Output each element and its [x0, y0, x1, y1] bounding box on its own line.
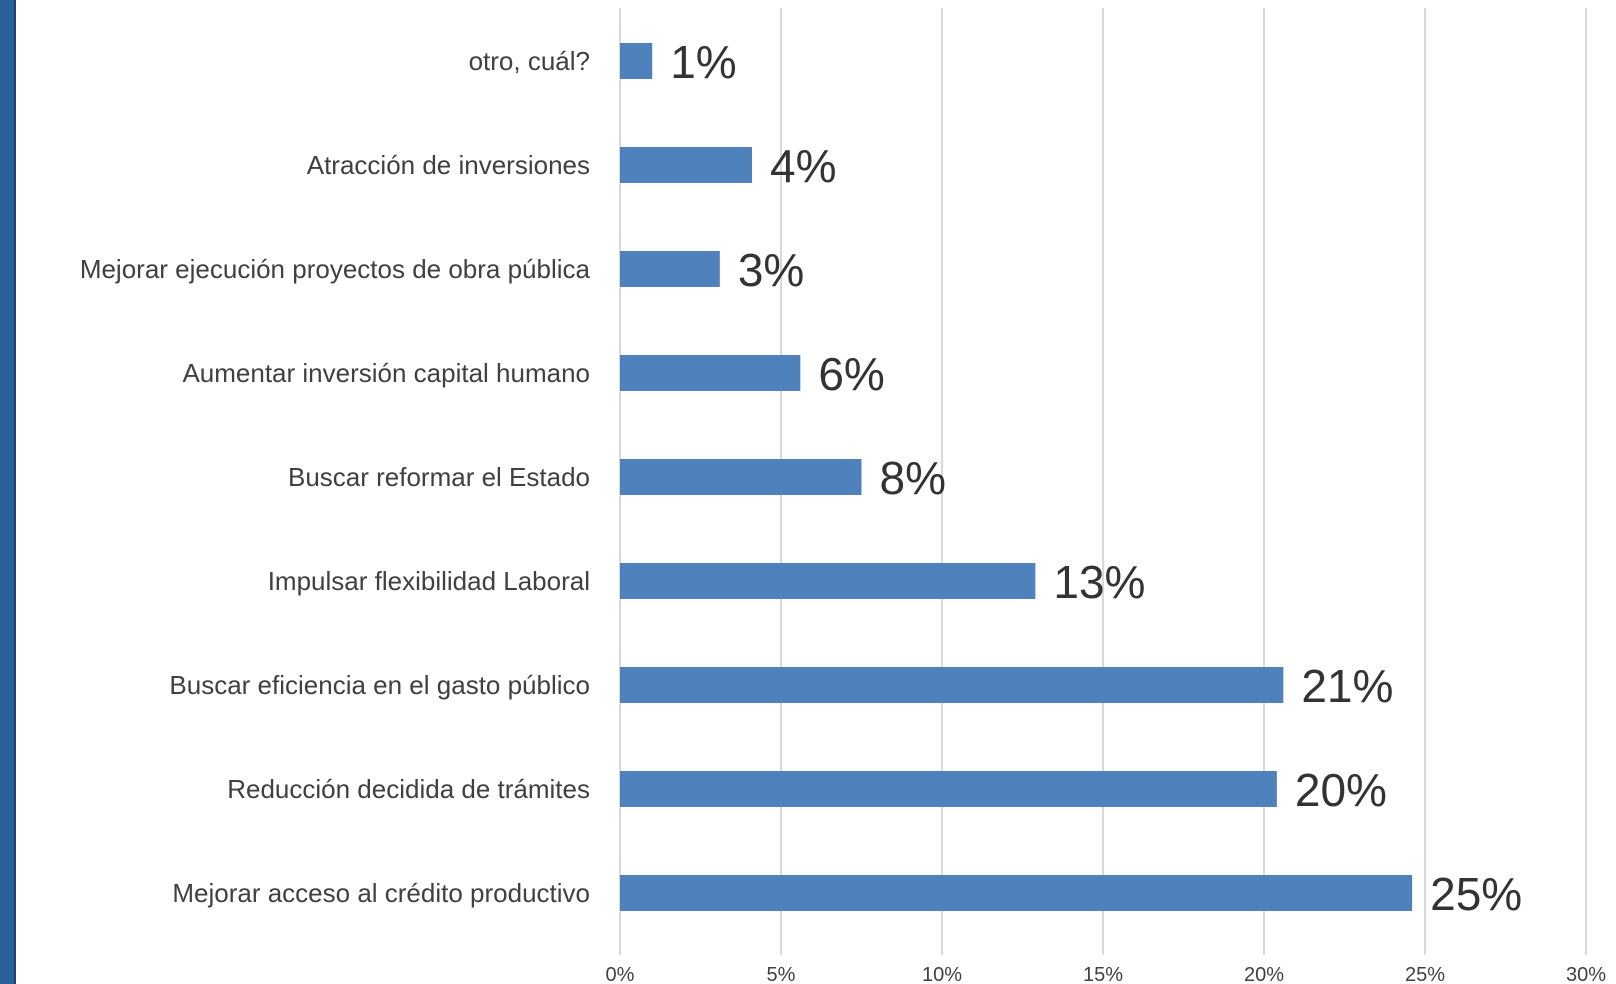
data-label: 21%: [1301, 660, 1393, 712]
bar: [620, 875, 1413, 911]
category-label: Mejorar ejecución proyectos de obra públ…: [80, 254, 591, 284]
data-label: 4%: [770, 140, 836, 192]
bar: [620, 43, 653, 79]
data-label: 13%: [1053, 556, 1145, 608]
data-label: 3%: [738, 244, 804, 296]
category-label: Reducción decidida de trámites: [227, 774, 590, 804]
bar: [620, 667, 1284, 703]
bar: [620, 563, 1036, 599]
category-label: Aumentar inversión capital humano: [182, 358, 590, 388]
x-tick-label: 0%: [606, 964, 635, 984]
data-label: 25%: [1430, 868, 1522, 920]
x-tick-label: 20%: [1244, 964, 1284, 984]
data-label: 8%: [880, 452, 946, 504]
category-label: Buscar reformar el Estado: [288, 462, 590, 492]
data-label: 1%: [670, 36, 736, 88]
x-tick-label: 10%: [922, 964, 962, 984]
category-label: Impulsar flexibilidad Laboral: [268, 566, 590, 596]
bar: [620, 459, 862, 495]
slide-side-band: [0, 0, 16, 984]
data-label: 6%: [818, 348, 884, 400]
category-label: Mejorar acceso al crédito productivo: [172, 878, 590, 908]
x-tick-label: 5%: [767, 964, 796, 984]
bar: [620, 771, 1277, 807]
category-label: Buscar eficiencia en el gasto público: [169, 670, 590, 700]
x-tick-label: 25%: [1405, 964, 1445, 984]
x-tick-label: 30%: [1566, 964, 1606, 984]
category-label: otro, cuál?: [469, 46, 590, 76]
bar: [620, 251, 720, 287]
x-tick-label: 15%: [1083, 964, 1123, 984]
bar: [620, 355, 801, 391]
data-label: 20%: [1295, 764, 1387, 816]
category-label: Atracción de inversiones: [307, 150, 590, 180]
bar: [620, 147, 753, 183]
